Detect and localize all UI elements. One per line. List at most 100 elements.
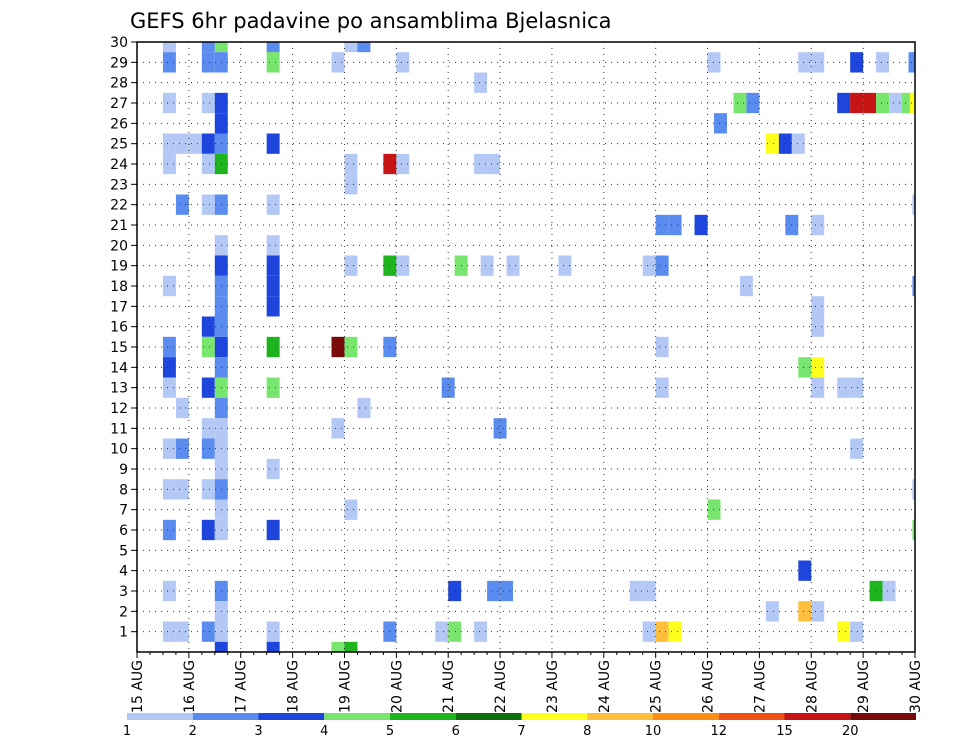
heatmap-cell bbox=[162, 519, 176, 541]
heatmap-cell bbox=[201, 479, 215, 500]
heatmap-cell bbox=[850, 52, 864, 73]
y-tick-label: 8 bbox=[119, 482, 128, 498]
heatmap-cell bbox=[357, 397, 371, 419]
heatmap-cell bbox=[162, 153, 176, 175]
heatmap-cell bbox=[837, 92, 851, 114]
heatmap-cell bbox=[344, 499, 358, 520]
heatmap-cell bbox=[448, 621, 462, 642]
x-tick-label: 30 AUG bbox=[908, 660, 924, 713]
heatmap-cell bbox=[201, 92, 215, 114]
heatmap-cell bbox=[909, 92, 915, 114]
axes: 1234567891011121314151617181920212223242… bbox=[110, 35, 924, 713]
heatmap-cell bbox=[266, 133, 280, 154]
colorbar-label: 6 bbox=[452, 724, 460, 739]
heatmap-cell bbox=[912, 194, 915, 215]
x-tick-label: 22 AUG bbox=[493, 660, 509, 713]
y-tick-label: 16 bbox=[110, 320, 128, 336]
y-tick-label: 6 bbox=[119, 523, 128, 539]
y-tick-label: 3 bbox=[119, 584, 128, 600]
heatmap-cell bbox=[655, 336, 669, 358]
heatmap-cell bbox=[642, 580, 656, 602]
heatmap-cell bbox=[201, 52, 215, 73]
heatmap-cell bbox=[811, 214, 825, 236]
heatmap-cell bbox=[850, 92, 864, 114]
y-tick-label: 1 bbox=[119, 625, 128, 641]
colorbar-label: 4 bbox=[320, 724, 328, 739]
y-tick-label: 27 bbox=[110, 96, 128, 112]
heatmap-cell bbox=[266, 377, 280, 398]
heatmap-cell bbox=[811, 296, 825, 317]
y-tick-label: 7 bbox=[119, 503, 128, 519]
heatmap-cell bbox=[506, 255, 520, 276]
colorbar-segment bbox=[455, 713, 522, 720]
heatmap-cell bbox=[396, 153, 410, 175]
heatmap-cell bbox=[558, 255, 572, 276]
heatmap-cell bbox=[344, 255, 358, 276]
colorbar-label: 10 bbox=[645, 724, 662, 739]
colorbar-segment bbox=[850, 713, 916, 720]
heatmap-cell bbox=[175, 479, 189, 500]
colorbar-segment bbox=[324, 713, 390, 720]
y-tick-label: 26 bbox=[110, 116, 128, 132]
heatmap-cell bbox=[344, 336, 358, 358]
heatmap-cell bbox=[765, 601, 779, 622]
heatmap-cell bbox=[266, 641, 280, 652]
heatmap-cell bbox=[266, 621, 280, 642]
colorbar-segment bbox=[718, 713, 785, 720]
grid-lines bbox=[137, 41, 915, 652]
heatmap-cell bbox=[642, 621, 656, 642]
y-tick-label: 28 bbox=[110, 76, 128, 92]
y-tick-label: 21 bbox=[110, 218, 128, 234]
heatmap-cell bbox=[162, 580, 176, 602]
heatmap-cell bbox=[201, 377, 215, 398]
colorbar-label: 12 bbox=[710, 724, 727, 739]
y-tick-label: 20 bbox=[110, 238, 128, 254]
heatmap-cell bbox=[266, 52, 280, 73]
x-tick-label: 23 AUG bbox=[545, 660, 561, 713]
colorbar-label: 20 bbox=[842, 724, 859, 739]
x-tick-label: 25 AUG bbox=[649, 660, 665, 713]
y-tick-label: 25 bbox=[110, 137, 128, 153]
heatmap-cell bbox=[765, 133, 779, 154]
chart-title: GEFS 6hr padavine po ansamblima Bjelasni… bbox=[130, 9, 611, 33]
heatmap-cell bbox=[448, 580, 462, 602]
y-tick-label: 12 bbox=[110, 401, 128, 417]
heatmap-cell bbox=[175, 438, 189, 459]
heatmap-cell bbox=[889, 92, 903, 114]
heatmap-cell bbox=[739, 275, 753, 297]
heatmap-cell bbox=[655, 255, 669, 276]
heatmap-cell bbox=[811, 377, 825, 398]
heatmap-cell bbox=[798, 560, 812, 581]
y-tick-label: 22 bbox=[110, 198, 128, 214]
heatmap-cell bbox=[500, 580, 514, 602]
heatmap-cell bbox=[837, 621, 851, 642]
heatmap-cell bbox=[162, 621, 176, 642]
heatmap-cell bbox=[175, 621, 189, 642]
colorbar-segment bbox=[653, 713, 719, 720]
x-tick-label: 24 AUG bbox=[597, 660, 613, 713]
heatmap-cell bbox=[201, 519, 215, 541]
heatmap-cell bbox=[162, 133, 176, 154]
y-tick-label: 13 bbox=[110, 381, 128, 397]
heatmap-cell bbox=[175, 133, 189, 154]
heatmap-cell bbox=[162, 92, 176, 114]
heatmap-cell bbox=[798, 357, 812, 378]
heatmap-cell bbox=[474, 72, 488, 93]
heatmap-cell bbox=[707, 52, 721, 73]
y-tick-label: 17 bbox=[110, 299, 128, 315]
heatmap-cell bbox=[201, 133, 215, 154]
colorbar-segment bbox=[127, 713, 193, 720]
heatmap-cell bbox=[655, 377, 669, 398]
colorbar-segment bbox=[192, 713, 259, 720]
y-tick-label: 23 bbox=[110, 177, 128, 193]
heatmap-cell bbox=[474, 621, 488, 642]
heatmap-cell bbox=[214, 42, 228, 53]
heatmap-cell bbox=[201, 42, 215, 53]
heatmap-cell bbox=[162, 377, 176, 398]
y-tick-label: 18 bbox=[110, 279, 128, 295]
heatmap-cell bbox=[266, 42, 280, 53]
heatmap-cell bbox=[162, 42, 176, 53]
heatmap-cell bbox=[201, 316, 215, 337]
